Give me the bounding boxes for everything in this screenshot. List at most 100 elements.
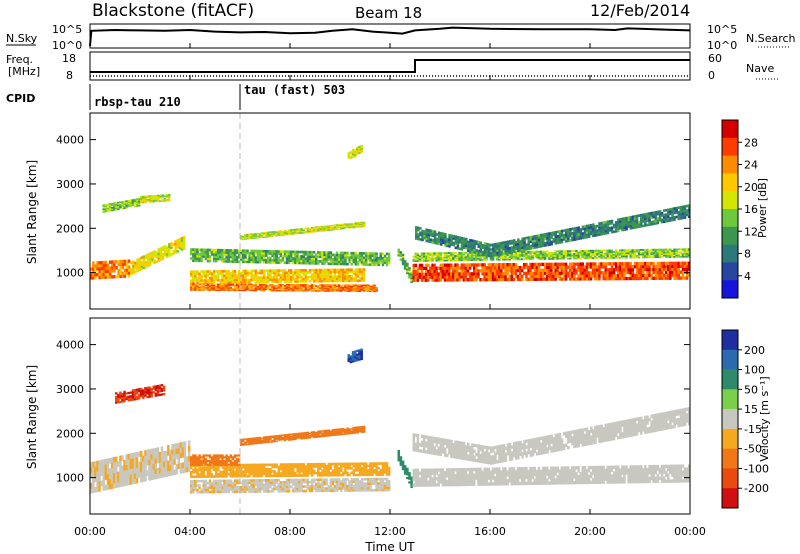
- echo-cell: [435, 239, 439, 243]
- echo-cell: [108, 203, 112, 205]
- echo-cell: [677, 213, 680, 216]
- echo-cell: [487, 278, 491, 282]
- echo-cell: [231, 269, 235, 273]
- echo-cell: [598, 222, 601, 225]
- echo-cell: [431, 258, 434, 261]
- echo-cell: [360, 150, 363, 153]
- echo-cell: [233, 278, 237, 282]
- echo-cell: [444, 244, 447, 247]
- echo-cell: [161, 252, 165, 256]
- echo-cell: [333, 253, 337, 257]
- echo-cell: [317, 253, 320, 256]
- echo-cell: [233, 255, 237, 259]
- echo-cell: [296, 229, 299, 231]
- echo-cell: [473, 275, 476, 279]
- echo-cell: [591, 262, 595, 266]
- echo-cell: [420, 252, 424, 255]
- echo-cell: [560, 253, 564, 256]
- echo-cell: [283, 254, 287, 258]
- echo-cell: [600, 265, 603, 269]
- echo-cell: [204, 288, 208, 290]
- echo-cell: [506, 277, 509, 282]
- echo-cell: [306, 275, 310, 279]
- echo-cell: [665, 208, 668, 212]
- echo-cell: [287, 269, 291, 272]
- echo-cell: [223, 287, 226, 289]
- echo-cell: [123, 200, 126, 203]
- echo-cell: [529, 240, 533, 244]
- echo-cell: [248, 233, 251, 235]
- echo-cell: [300, 257, 303, 260]
- echo-cell: [144, 199, 147, 201]
- echo-cell: [473, 269, 476, 273]
- echo-cell: [304, 253, 308, 256]
- cpid-row: CPID rbsp-tau 210 tau (fast) 503: [6, 83, 345, 110]
- echo-cell: [483, 253, 487, 257]
- echo-cell: [518, 255, 522, 258]
- echo-cell: [575, 237, 578, 241]
- echo-cell: [508, 258, 511, 261]
- echo-cell: [137, 203, 141, 206]
- echo-cell: [508, 266, 511, 270]
- echo-cell: [506, 263, 509, 267]
- echo-cell: [535, 256, 539, 259]
- echo-cell: [235, 255, 239, 259]
- echo-cell: [115, 266, 118, 270]
- echo-cell: [450, 234, 453, 238]
- echo-cell: [192, 285, 195, 288]
- echo-cell: [602, 221, 605, 225]
- echo-cell: [117, 205, 120, 208]
- echo-cell: [210, 488, 214, 492]
- echo-cell: [652, 254, 655, 257]
- echo-cell: [433, 234, 437, 238]
- echo-cell: [644, 221, 647, 225]
- echo-cell: [548, 262, 551, 267]
- echo-cell: [504, 252, 507, 255]
- echo-cell: [206, 274, 210, 278]
- echo-cell: [340, 258, 343, 261]
- echo-cell: [163, 249, 167, 253]
- echo-cell: [231, 258, 235, 261]
- echo-cell: [171, 459, 174, 466]
- echo-cell: [558, 257, 562, 260]
- echo-cell: [354, 260, 358, 264]
- echo-cell: [100, 465, 103, 471]
- echo-cell: [312, 290, 316, 292]
- echo-cell: [212, 484, 216, 487]
- echo-cell: [321, 286, 324, 289]
- echo-cell: [308, 268, 312, 272]
- echo-cell: [156, 473, 160, 479]
- echo-cell: [558, 277, 562, 281]
- echo-cell: [215, 287, 218, 289]
- echo-cell: [254, 288, 258, 291]
- echo-cell: [554, 239, 558, 243]
- echo-cell: [182, 247, 186, 250]
- echo-cell: [260, 287, 264, 289]
- echo-cell: [460, 272, 463, 276]
- echo-cell: [362, 263, 366, 266]
- echo-cell: [260, 280, 264, 284]
- echo-cell: [117, 482, 120, 488]
- echo-cell: [296, 487, 299, 491]
- echo-cell: [460, 241, 464, 245]
- echo-cell: [292, 489, 295, 493]
- echo-cell: [439, 269, 443, 273]
- echo-cell: [460, 263, 463, 267]
- echo-cell: [475, 259, 478, 261]
- echo-cell: [106, 473, 110, 480]
- echo-cell: [137, 472, 141, 478]
- echo-cell: [356, 272, 360, 276]
- echo-cell: [589, 252, 593, 255]
- echo-cell: [163, 245, 167, 248]
- echo-cell: [310, 487, 314, 491]
- echo-cell: [431, 230, 435, 233]
- echo-cell: [333, 226, 337, 228]
- echo-cell: [123, 268, 127, 272]
- echo-cell: [217, 288, 220, 290]
- echo-cell: [340, 228, 343, 230]
- echo-cell: [248, 278, 251, 282]
- echo-cell: [156, 457, 160, 464]
- echo-cell: [325, 228, 328, 230]
- echo-cell: [290, 231, 293, 233]
- echo-cell: [246, 236, 249, 238]
